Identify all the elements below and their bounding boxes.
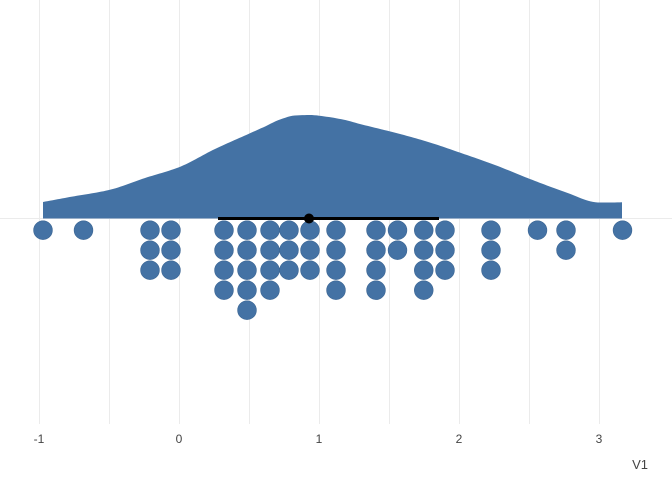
svg-text:0: 0 bbox=[176, 432, 183, 446]
svg-text:-1: -1 bbox=[34, 432, 45, 446]
svg-text:3: 3 bbox=[596, 432, 603, 446]
svg-text:2: 2 bbox=[456, 432, 463, 446]
svg-text:1: 1 bbox=[316, 432, 323, 446]
svg-text:V1: V1 bbox=[632, 457, 648, 472]
